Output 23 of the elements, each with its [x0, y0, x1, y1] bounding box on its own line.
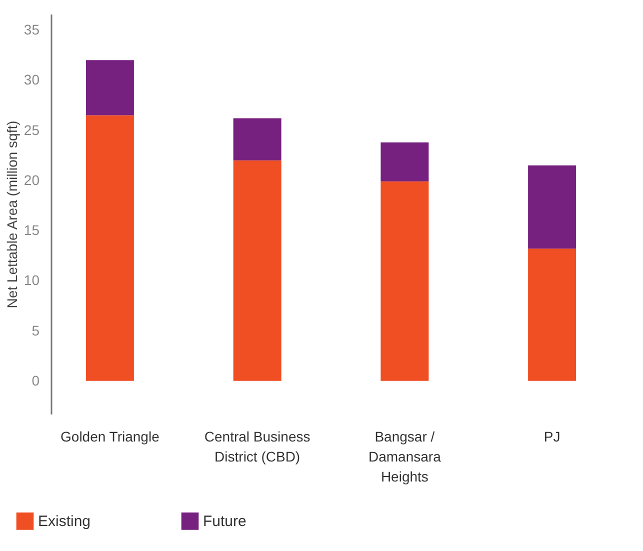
legend-label: Future	[203, 513, 246, 530]
bar	[233, 160, 282, 381]
legend-label: Existing	[38, 513, 91, 530]
y-tick-label: 10	[24, 272, 40, 288]
bar	[86, 115, 134, 381]
bar	[380, 142, 429, 182]
bar	[380, 181, 429, 381]
y-tick-label: 5	[32, 322, 40, 338]
bar	[528, 248, 576, 381]
bar	[86, 60, 134, 116]
y-tick-label: 20	[24, 172, 40, 188]
y-axis-title: Net Lettable Area (million sqft)	[4, 120, 20, 308]
x-tick-label: Bangsar / Damansara Heights	[368, 428, 442, 484]
y-tick-label: 25	[24, 122, 40, 138]
x-tick-label: Central Business District (CBD)	[204, 428, 310, 464]
y-tick-label: 30	[24, 72, 40, 88]
y-tick-label: 15	[24, 222, 40, 238]
bar	[528, 165, 576, 249]
y-tick-label: 0	[32, 372, 40, 388]
x-tick-label: PJ	[544, 428, 560, 444]
x-tick-label: Golden Triangle	[60, 428, 160, 444]
bar	[233, 118, 282, 160]
y-tick-label: 35	[24, 22, 40, 38]
